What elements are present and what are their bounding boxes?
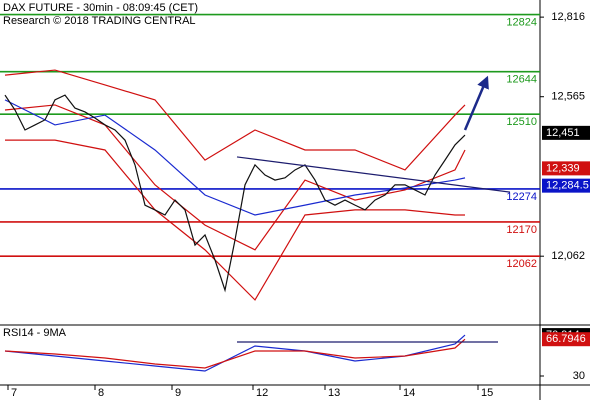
level-label: 12644 — [506, 74, 537, 86]
chart-subtitle: Research © 2018 TRADING CENTRAL — [3, 15, 196, 27]
rsi-title: RSI14 - 9MA — [3, 327, 67, 339]
series-line — [236, 156, 511, 193]
y-tick-label: 12,062 — [551, 250, 585, 262]
last-value-label: 12,284.5 — [546, 180, 589, 192]
series-line — [4, 338, 466, 369]
chart-title: DAX FUTURE - 30min - 08:09:45 (CET) — [3, 2, 198, 14]
last-value-box — [542, 125, 590, 140]
x-tick-label: 12 — [256, 387, 268, 399]
x-tick-label: 15 — [481, 387, 493, 399]
level-label: 12170 — [506, 224, 537, 236]
level-label: 12510 — [506, 116, 537, 128]
level-label: 12274 — [506, 191, 537, 203]
series-line — [4, 99, 466, 216]
last-value-label: 12,451 — [546, 127, 580, 139]
y-tick-label: 30 — [573, 370, 585, 382]
level-label: 12824 — [506, 16, 537, 28]
last-value-label: 12,339 — [546, 162, 580, 174]
x-tick-label: 13 — [328, 387, 340, 399]
series-line — [463, 75, 489, 131]
last-value-label: 66.7946 — [546, 333, 586, 345]
last-value-box — [542, 178, 590, 193]
x-tick-label: 9 — [175, 387, 181, 399]
last-value-box — [542, 161, 590, 176]
x-tick-label: 14 — [403, 387, 415, 399]
last-value-box — [542, 332, 590, 347]
y-tick-label: 12,816 — [551, 11, 585, 23]
y-tick-label: 12,565 — [551, 91, 585, 103]
series-line — [4, 94, 466, 293]
series-line — [4, 69, 466, 171]
x-tick-label: 8 — [98, 387, 104, 399]
series-line — [5, 139, 465, 301]
level-label: 12062 — [506, 258, 537, 270]
series-line — [4, 334, 466, 372]
x-tick-label: 7 — [11, 387, 17, 399]
